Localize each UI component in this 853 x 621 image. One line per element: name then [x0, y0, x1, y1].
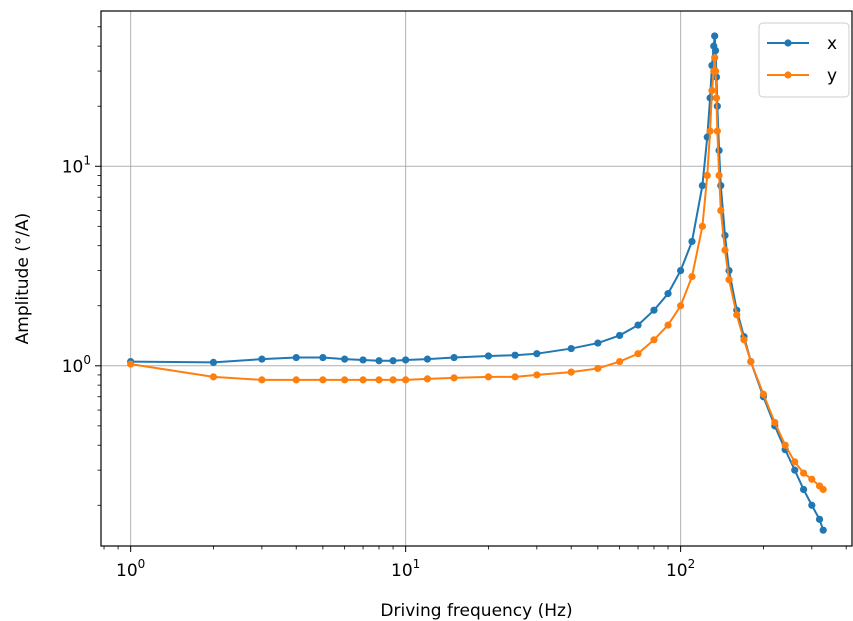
data-point-y: [698, 222, 706, 230]
data-point-x: [209, 358, 218, 367]
data-point-y: [725, 276, 733, 284]
data-point-y: [703, 171, 711, 179]
data-point-y: [650, 336, 658, 344]
x-tick-label: 102: [666, 557, 695, 581]
data-point-x: [711, 32, 719, 40]
data-point-x: [319, 353, 327, 362]
data-point-y: [708, 86, 716, 95]
data-point-y: [423, 375, 432, 383]
data-point-y: [258, 376, 266, 384]
legend-marker-y: [784, 71, 792, 79]
data-point-y: [567, 368, 575, 376]
data-point-y: [740, 336, 748, 344]
data-point-y: [319, 376, 327, 384]
data-point-y: [799, 469, 808, 477]
data-point-x: [423, 355, 432, 363]
data-point-y: [402, 376, 410, 384]
data-point-x: [717, 182, 725, 190]
data-point-y: [791, 458, 799, 466]
data-point-y: [808, 475, 816, 483]
data-point-x: [594, 339, 602, 347]
x-tick-label: 101: [391, 557, 420, 581]
data-point-y: [715, 171, 723, 179]
data-point-y: [771, 418, 779, 427]
data-point-x: [258, 355, 266, 363]
data-point-y: [721, 246, 729, 254]
data-point-x: [698, 182, 706, 190]
data-point-y: [706, 127, 714, 135]
data-point-y: [712, 94, 721, 102]
data-point-x: [711, 46, 720, 55]
data-point-y: [389, 376, 397, 384]
series-y: [127, 54, 827, 494]
data-point-y: [359, 376, 367, 384]
data-point-y: [127, 360, 135, 368]
data-point-x: [402, 356, 410, 364]
data-point-y: [634, 350, 642, 358]
data-point-y: [533, 371, 541, 379]
legend-label-x: x: [827, 34, 837, 54]
data-point-y: [747, 357, 755, 366]
x-axis-label: Driving frequency (Hz): [380, 601, 572, 621]
x-tick-label: 100: [116, 557, 145, 581]
y-tick-label: 101: [62, 153, 91, 177]
data-point-x: [791, 466, 799, 474]
data-point-x: [634, 321, 642, 329]
data-point-x: [292, 353, 300, 362]
data-point-y: [733, 311, 741, 319]
data-point-y: [819, 485, 827, 494]
series-layer: [127, 32, 827, 534]
data-point-x: [808, 501, 816, 509]
data-point-x: [664, 290, 672, 298]
data-point-y: [594, 364, 602, 373]
data-point-y: [713, 127, 721, 135]
data-point-x: [819, 526, 827, 534]
legend: xy: [758, 22, 850, 98]
data-point-y: [450, 374, 458, 382]
data-point-y: [664, 321, 672, 329]
data-point-y: [209, 373, 218, 381]
y-axis-label: Amplitude (°/A): [13, 213, 33, 345]
data-point-x: [375, 357, 383, 365]
data-point-y: [677, 302, 685, 310]
data-point-x: [484, 352, 493, 360]
data-point-y: [292, 376, 300, 384]
series-line-x: [130, 35, 825, 531]
data-point-y: [484, 373, 493, 381]
data-point-y: [717, 206, 725, 215]
data-point-y: [688, 272, 696, 281]
data-point-x: [815, 515, 824, 523]
data-point-x: [341, 355, 349, 363]
series-line-y: [130, 57, 824, 491]
data-point-x: [450, 353, 458, 362]
data-point-x: [389, 357, 397, 365]
data-point-x: [616, 331, 624, 340]
series-x: [127, 32, 827, 534]
data-point-y: [781, 441, 789, 449]
data-point-x: [511, 351, 519, 359]
data-point-x: [359, 356, 367, 364]
data-point-x: [650, 306, 658, 314]
legend-label-y: y: [827, 66, 837, 86]
y-tick-label: 100: [62, 353, 91, 377]
data-point-x: [688, 237, 696, 246]
axis-ticks: 100 101 102 100 101: [62, 26, 847, 581]
data-point-y: [759, 390, 767, 398]
data-point-y: [341, 376, 349, 384]
legend-box: [758, 22, 850, 98]
data-point-x: [567, 344, 575, 353]
data-point-y: [711, 54, 719, 62]
data-point-x: [533, 350, 541, 358]
data-point-y: [711, 67, 720, 75]
data-point-x: [677, 267, 685, 275]
data-point-x: [799, 485, 808, 494]
data-point-y: [511, 373, 519, 381]
data-point-y: [375, 376, 383, 384]
plot-frame: [100, 10, 853, 547]
grid-lines: [101, 11, 852, 546]
data-point-y: [616, 357, 624, 366]
legend-marker-x: [784, 39, 792, 47]
